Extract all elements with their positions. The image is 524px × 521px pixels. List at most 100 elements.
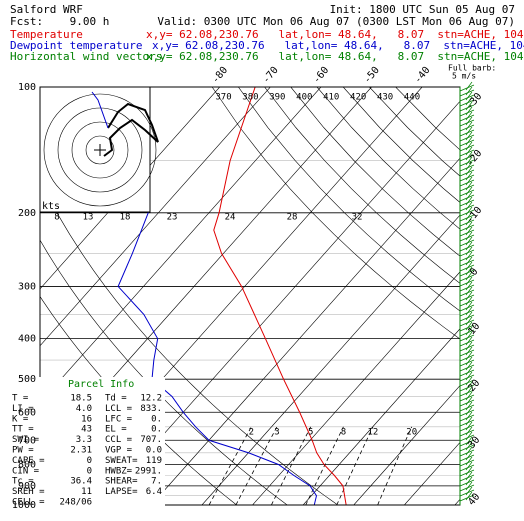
wind-barb [459, 359, 475, 367]
wind-barb [459, 239, 475, 247]
dewpoint-line [117, 87, 318, 505]
wind-barb [465, 411, 473, 421]
wind-barb [459, 219, 475, 227]
dry-adiabat [264, 87, 460, 284]
wind-barb [459, 399, 475, 407]
wind-barb [465, 331, 473, 341]
parcel-field: 0.0 [146, 446, 162, 456]
wind-barb [459, 494, 475, 502]
hodograph-trace [103, 102, 159, 157]
wind-barb [465, 366, 473, 376]
wind-barb [459, 344, 475, 352]
mixing-ratio-label: 8 [341, 428, 346, 438]
legend-wind: Horizontal wind vectors [10, 50, 162, 63]
wind-barb [465, 231, 473, 241]
wind-barb [465, 146, 473, 156]
parcel-field: SREH = [12, 487, 45, 497]
wind-barb [465, 446, 473, 456]
wind-barb [459, 194, 475, 202]
forecast-hour: Fcst: 9.00 h [10, 15, 109, 28]
wind-barb [459, 229, 475, 237]
wind-barb [459, 254, 475, 262]
adiabat-label: 440 [404, 93, 420, 103]
wind-barb [465, 461, 473, 471]
wind-barb [465, 136, 473, 146]
wind-barb [459, 289, 475, 297]
mixing-ratio-line [271, 426, 312, 505]
parcel-field: LI = [12, 404, 34, 414]
wind-barb [465, 161, 473, 171]
wind-barb [459, 309, 475, 317]
wind-barb [459, 409, 475, 417]
wind-barb [459, 329, 475, 337]
y-tick-label: 200 [18, 208, 36, 219]
parcel-field: K = [12, 414, 29, 424]
hodograph-ring [85, 135, 115, 165]
wind-barb [459, 324, 475, 332]
parcel-field: Tc = [12, 477, 34, 487]
temperature-line [213, 87, 347, 505]
wind-barb [465, 191, 473, 201]
wind-barb [465, 141, 473, 151]
parcel-field: VGP = [105, 446, 133, 456]
wind-barb [465, 256, 473, 266]
wind-barb [465, 336, 473, 346]
parcel-field: LCL = [105, 404, 133, 414]
mixing-ratio-line [336, 426, 374, 505]
parcel-field: 2991. [135, 466, 162, 476]
dry-adiabat [211, 87, 460, 340]
scale-label: 24 [225, 213, 236, 223]
wind-barb [465, 171, 473, 181]
wind-barb [459, 369, 475, 377]
adiabat-label: 410 [323, 93, 339, 103]
wind-barb [465, 486, 473, 496]
wind-barb [465, 456, 473, 466]
parcel-field: 12.2 [140, 394, 162, 404]
wind-barb [459, 259, 475, 267]
wind-barb [465, 116, 473, 126]
wind-barb [465, 91, 473, 101]
wind-barb [459, 174, 475, 182]
wind-barb [465, 96, 473, 106]
wind-barb [465, 401, 473, 411]
wind-barb [459, 119, 475, 127]
dry-adiabat [290, 87, 460, 257]
wind-barb [465, 86, 473, 96]
parcel-field: 707. [140, 435, 162, 445]
wind-barb [459, 209, 475, 217]
wind-barb [459, 199, 475, 207]
parcel-field: LAPSE= [105, 487, 138, 497]
adiabat-label: 370 [215, 93, 231, 103]
scale-label: 23 [167, 213, 178, 223]
wind-barb [465, 296, 473, 306]
wind-barb [465, 251, 473, 261]
legend-temperature: Temperature [10, 28, 83, 41]
parcel-field: 6.4 [146, 487, 162, 497]
wind-barb [459, 389, 475, 397]
wind-barb [459, 169, 475, 177]
wind-barb [459, 304, 475, 312]
isotherm [40, 87, 322, 404]
wind-barb [459, 264, 475, 272]
parcel-field: 0 [87, 456, 92, 466]
y-tick-label: 300 [18, 281, 36, 292]
wind-barb [465, 421, 473, 431]
wind-barb [459, 394, 475, 402]
y-tick-label: 500 [18, 374, 36, 385]
wind-barb [459, 164, 475, 172]
wind-barb [465, 166, 473, 176]
adiabat-label: 430 [377, 93, 393, 103]
wind-barb [465, 391, 473, 401]
parcel-field: CELL = [12, 498, 45, 508]
wind-barb [459, 354, 475, 362]
y-tick-label: 900 [18, 481, 36, 492]
isotherm [252, 271, 460, 505]
wind-barb [459, 429, 475, 437]
wind-barb [465, 481, 473, 491]
parcel-field: 7. [151, 477, 162, 487]
wind-barb [459, 479, 475, 487]
wind-barb [465, 101, 473, 111]
valid-time: Valid: 0300 UTC Mon 06 Aug 07 (0300 LST … [157, 15, 515, 28]
wind-barb [459, 314, 475, 322]
wind-barb [465, 376, 473, 386]
